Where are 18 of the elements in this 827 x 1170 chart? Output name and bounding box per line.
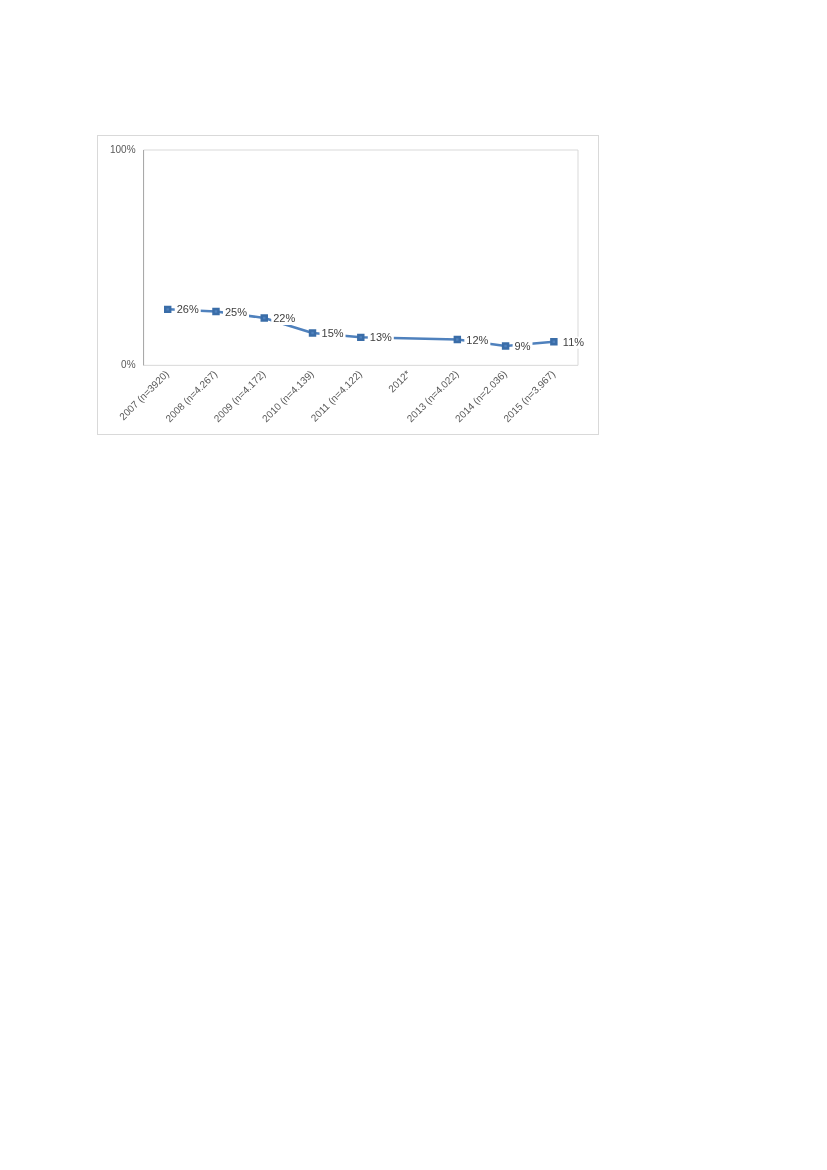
y-tick-label: 100% (110, 143, 136, 155)
point (357, 333, 365, 342)
data-label: 26% (176, 303, 199, 316)
point (260, 314, 268, 322)
point (501, 342, 510, 350)
point (453, 335, 462, 344)
data-label: 25% (224, 305, 248, 318)
data-label: 11% (562, 335, 585, 348)
y-tick-label: 0% (121, 359, 136, 371)
point (550, 337, 558, 346)
point (212, 307, 220, 316)
data-label: 12% (466, 333, 489, 346)
data-label: 13% (369, 331, 393, 344)
data-label: 22% (273, 312, 296, 325)
point (163, 305, 172, 314)
data-label: 9% (514, 340, 531, 352)
point (308, 329, 317, 337)
data-label: 15% (321, 327, 344, 340)
